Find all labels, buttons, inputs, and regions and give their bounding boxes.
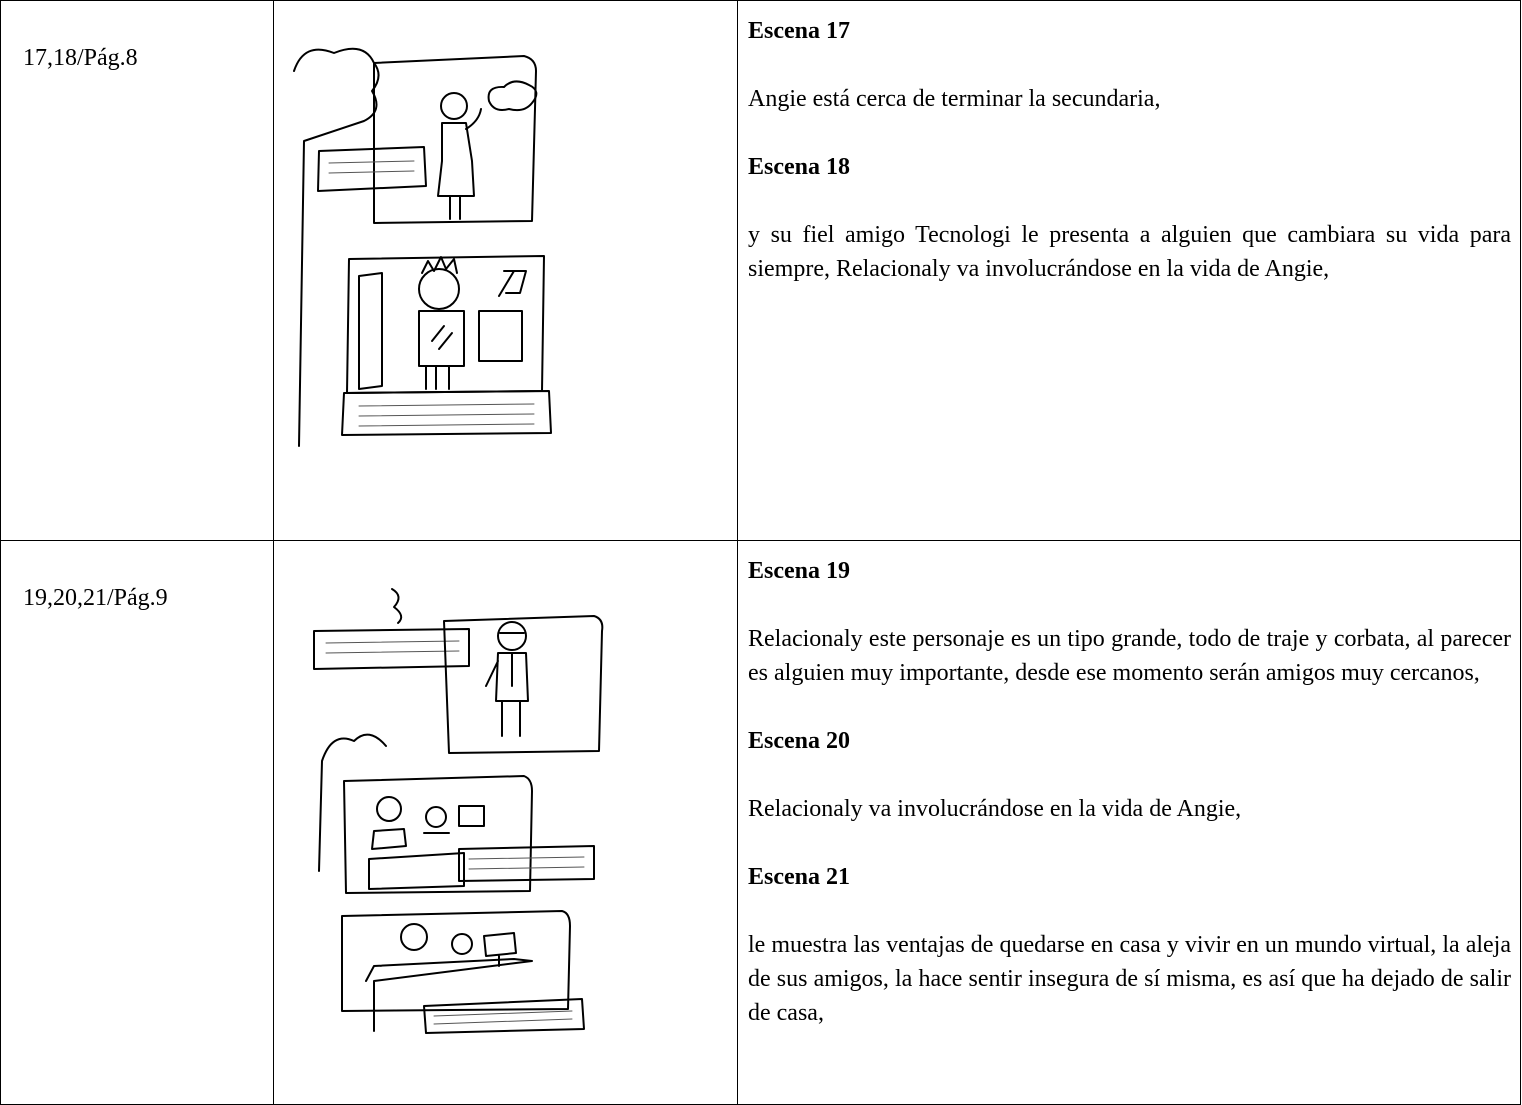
scene-heading: Escena 20: [748, 728, 850, 754]
reference-cell: 17,18/Pág.8: [1, 1, 274, 540]
scene-heading: Escena 18: [748, 154, 850, 180]
table-row: 19,20,21/Pág.9: [0, 540, 1521, 1105]
sketch-cell: [274, 541, 738, 1104]
scene-heading: Escena 21: [748, 864, 850, 890]
reference-cell: 19,20,21/Pág.9: [1, 541, 274, 1104]
table-row: 17,18/Pág.8: [0, 0, 1521, 541]
sketch: [293, 47, 552, 447]
scene-text: Angie está cerca de terminar la secundar…: [748, 86, 1161, 112]
scene-text: Relacionaly va involucrándose en la vida…: [748, 796, 1242, 822]
scene-heading: Escena 17: [748, 18, 850, 44]
scene-text: y su fiel amigo Tecnologi le presenta a …: [748, 222, 1511, 282]
reference: 17,18/Pág.8: [23, 45, 138, 71]
reference: 19,20,21/Pág.9: [23, 585, 168, 611]
sketch-cell: [274, 1, 738, 540]
scene-text: le muestra las ventajas de quedarse en c…: [748, 932, 1511, 1026]
sketch: [313, 588, 604, 1034]
scene-text: Relacionaly este personaje es un tipo gr…: [748, 626, 1511, 686]
scenes-cell: Escena 17 Angie está cerca de terminar l…: [738, 1, 1520, 540]
scenes-cell: Escena 19 Relacionaly este personaje es …: [738, 541, 1520, 1104]
scene-heading: Escena 19: [748, 558, 850, 584]
